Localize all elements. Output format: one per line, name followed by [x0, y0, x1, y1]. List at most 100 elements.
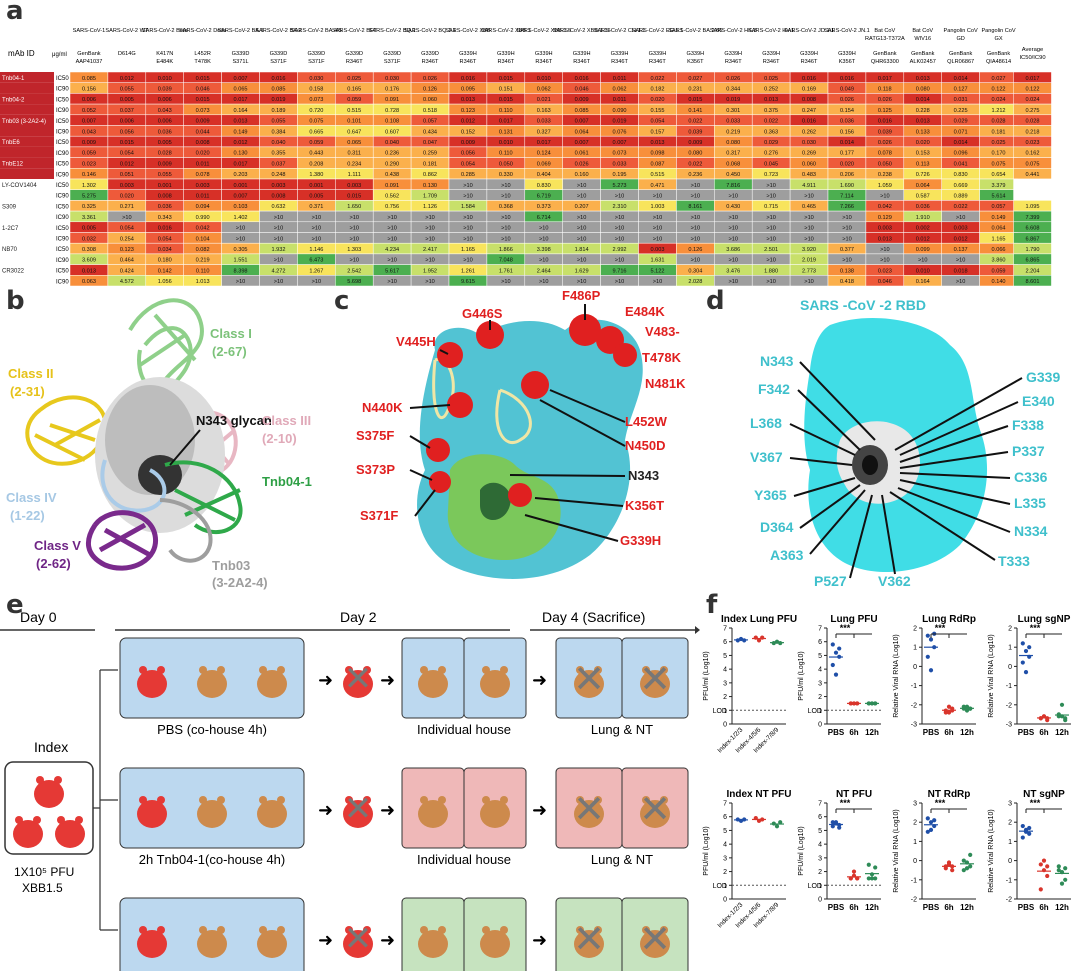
variant-name: SARS-CoV-2 EG.5.1: [632, 28, 684, 34]
cell-value: 0.206: [840, 172, 854, 178]
table-cell: >10: [410, 253, 450, 265]
table-cell: 0.228: [903, 103, 942, 116]
table-cell: 0.103: [221, 200, 260, 212]
cell-value: 0.028: [992, 119, 1006, 125]
table-cell: 0.418: [827, 275, 867, 287]
table-cell: >10: [259, 275, 298, 287]
table-cell: 0.164: [903, 275, 942, 287]
tick-label: 0: [913, 858, 917, 865]
table-cell: 1.165: [979, 232, 1018, 244]
tick-label: 5: [723, 828, 727, 835]
cell-value: 0.182: [650, 87, 664, 93]
mab-name: S309: [2, 204, 17, 210]
table-cell: 0.054: [107, 146, 147, 158]
arrow-icon: ➜: [318, 930, 333, 950]
tnb03-sub: (3-2A2-4): [212, 575, 268, 590]
data-point: [925, 633, 930, 638]
plot-title: NT PFU: [836, 789, 872, 800]
cell-value: 0.027: [992, 76, 1006, 82]
table-cell: 0.039: [865, 125, 905, 137]
variant-name: SARS-CoV-2 Beta: [142, 28, 189, 34]
cell-value: 0.108: [385, 119, 399, 125]
ic-type: IC90: [56, 194, 69, 200]
table-row: IC90 3.361 >10 0.343 0.990 1.402 >10 >10 >10 >10 >…: [56, 210, 1052, 223]
cell-value: 0.016: [158, 226, 172, 232]
data-point: [855, 701, 860, 706]
cell-value: 0.207: [575, 204, 589, 210]
table-cell: 0.016: [259, 71, 298, 83]
table-cell: >10: [600, 210, 639, 223]
cell-value: 0.068: [726, 161, 740, 167]
cell-value: >10: [577, 226, 587, 232]
data-point: [1027, 831, 1032, 836]
cell-value: >10: [350, 258, 360, 264]
data-point: [961, 704, 966, 709]
data-point: [925, 829, 930, 834]
table-cell: >10: [448, 232, 488, 244]
day0-label: Day 0: [20, 609, 57, 625]
table-cell: 0.317: [714, 146, 753, 158]
table-cell: 4.272: [259, 264, 298, 276]
arrow-icon: ➜: [380, 670, 395, 690]
table-cell: 0.055: [107, 82, 147, 94]
table-cell: 0.059: [297, 135, 336, 148]
tick-label: 6: [723, 814, 727, 821]
table-cell: 9.615: [448, 275, 488, 287]
variant-name: SARS-CoV-2 HV.1: [748, 28, 794, 34]
endpoint-label: Lung & NT: [591, 722, 653, 737]
mut-g339h: G339H: [620, 533, 661, 548]
category-label: 6h: [944, 728, 953, 737]
table-cell: 0.012: [221, 135, 260, 148]
cell-value: 1.165: [461, 247, 475, 253]
table-cell: >10: [676, 221, 715, 233]
data-point: [735, 817, 740, 822]
table-cell: 0.007: [221, 189, 260, 201]
cell-value: 0.014: [916, 97, 930, 103]
class-iv-ribbon: [100, 459, 167, 513]
data-point: [925, 816, 930, 821]
cell-value: 0.017: [234, 97, 248, 103]
table-cell: >10: [486, 189, 526, 201]
cell-value: 6.867: [1026, 236, 1040, 242]
table-cell: 0.026: [865, 135, 905, 148]
cell-value: >10: [350, 215, 360, 221]
cell-value: 0.024: [1026, 97, 1040, 103]
res-e340: E340: [1022, 393, 1055, 409]
cell-value: 0.022: [688, 119, 702, 125]
tick-label: 2: [913, 820, 917, 827]
data-point: [1038, 716, 1043, 721]
table-cell: 0.018: [941, 264, 980, 276]
mut-k356t: K356T: [625, 498, 664, 513]
cell-value: 0.059: [347, 97, 361, 103]
cell-value: 0.434: [423, 129, 437, 135]
cell-value: >10: [236, 226, 246, 232]
table-cell: 0.160: [562, 168, 601, 180]
mut-v483: V483-: [645, 324, 680, 339]
cell-value: >10: [842, 258, 852, 264]
category-label: 6h: [849, 728, 858, 737]
mut-e484k: E484K: [625, 304, 665, 319]
table-cell: 0.046: [183, 82, 222, 94]
index-strain: XBB1.5: [22, 881, 63, 895]
class-ii-label: Class II: [8, 366, 54, 381]
category-label: 12h: [960, 903, 974, 912]
cell-value: 0.020: [916, 140, 930, 146]
cell-value: 0.471: [650, 183, 664, 189]
cell-value: 0.238: [878, 172, 892, 178]
cell-value: 2.310: [613, 204, 627, 210]
cell-value: 0.032: [82, 236, 96, 242]
cell-value: 0.029: [764, 140, 778, 146]
hamster-icon: [137, 926, 167, 958]
cell-value: 0.059: [309, 140, 323, 146]
table-cell: 0.030: [297, 71, 336, 83]
cell-value: 0.037: [120, 108, 134, 114]
cell-value: 1.303: [347, 247, 361, 253]
table-cell: 0.001: [221, 178, 260, 190]
tick-label: 7: [723, 801, 727, 808]
data-point: [1038, 862, 1043, 867]
significance-bracket: [835, 808, 872, 813]
table-cell: >10: [486, 210, 526, 223]
data-point: [1020, 660, 1025, 665]
